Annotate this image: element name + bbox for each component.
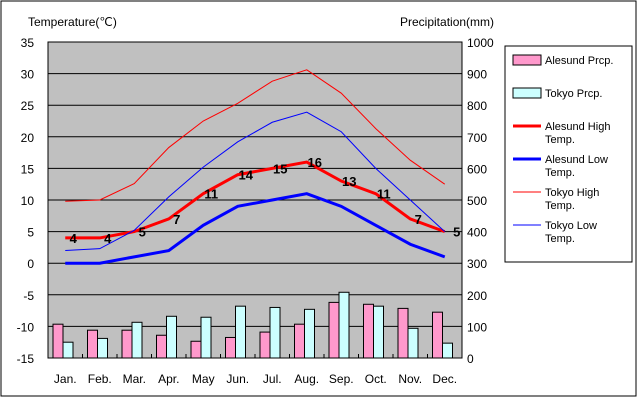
precip-bar-1	[338, 291, 350, 359]
right-tick-label: 100	[467, 320, 487, 334]
data-label: 7	[415, 212, 422, 227]
data-label: 15	[273, 161, 287, 176]
temp-line-0	[65, 160, 446, 240]
precip-bar-0	[52, 323, 64, 359]
legend-label: Temp.	[545, 134, 575, 146]
precip-bar-0	[156, 334, 167, 359]
precip-bar-0	[432, 311, 443, 359]
legend-swatch	[512, 54, 542, 66]
right-tick-label: 800	[467, 99, 487, 113]
right-tick-label: 500	[467, 194, 487, 208]
month-label: Oct.	[365, 372, 387, 386]
right-tick-label: 900	[467, 68, 487, 82]
temp-line-1	[65, 192, 446, 265]
left-tick-label: 30	[21, 68, 35, 82]
precip-bar-0	[328, 301, 340, 359]
data-label: 14	[239, 168, 254, 183]
precip-bar-1	[407, 327, 419, 359]
month-label: Feb.	[88, 372, 112, 386]
data-label: 4	[70, 231, 78, 246]
legend-label: Alesund High	[545, 121, 610, 133]
right-tick-label: 0	[467, 352, 474, 366]
data-label: 7	[173, 212, 180, 227]
month-label: Apr.	[158, 372, 179, 386]
legend-label: Temp.	[545, 200, 575, 212]
legend-label: Tokyo Low	[545, 220, 597, 232]
right-tick-label: 1000	[467, 36, 494, 50]
legend-swatch	[512, 87, 542, 99]
right-tick-label: 700	[467, 131, 487, 145]
precip-bar-1	[269, 306, 281, 359]
precip-bar-1	[200, 316, 212, 359]
right-tick-label: 400	[467, 226, 487, 240]
month-label: Jul.	[263, 372, 282, 386]
left-tick-label: 0	[27, 257, 34, 271]
temp-line-2	[65, 69, 446, 202]
precip-bar-0	[190, 340, 202, 359]
left-tick-label: 25	[21, 99, 35, 113]
legend-label: Tokyo High	[545, 187, 599, 199]
data-label: 4	[104, 231, 112, 246]
data-label: 5	[453, 225, 460, 240]
month-label: Nov.	[398, 372, 422, 386]
precip-bar-1	[235, 305, 246, 359]
data-label: 5	[139, 225, 146, 240]
precip-bar-0	[121, 329, 133, 359]
precip-bar-1	[304, 308, 315, 359]
legend-label: Temp.	[545, 167, 575, 179]
precip-bar-1	[442, 342, 453, 359]
precip-bar-0	[397, 307, 409, 359]
right-tick-label: 200	[467, 289, 487, 303]
legend-label: Alesund Low	[545, 154, 608, 166]
left-tick-label: 15	[21, 162, 35, 176]
precip-bar-1	[97, 337, 108, 359]
precip-bar-0	[363, 303, 374, 359]
right-axis-title: Precipitation(mm)	[400, 15, 494, 29]
precip-bar-1	[62, 341, 74, 359]
legend-label: Tokyo Prcp.	[545, 88, 602, 100]
left-tick-label: 5	[27, 226, 34, 240]
month-label: Mar.	[123, 372, 146, 386]
left-tick-label: 20	[21, 131, 35, 145]
data-label: 11	[377, 187, 391, 202]
month-label: May	[192, 372, 215, 386]
data-label: 11	[204, 187, 218, 202]
left-tick-label: -15	[17, 352, 35, 366]
left-axis-title: Temperature(℃)	[28, 15, 117, 29]
precip-bar-0	[87, 329, 98, 359]
right-tick-label: 300	[467, 257, 487, 271]
data-label: 16	[308, 155, 322, 170]
month-label: Dec.	[432, 372, 457, 386]
legend	[504, 45, 633, 263]
month-label: Aug.	[294, 372, 319, 386]
left-tick-label: 35	[21, 36, 35, 50]
month-label: Sep.	[329, 372, 354, 386]
precip-bar-0	[225, 336, 236, 359]
right-tick-label: 600	[467, 162, 487, 176]
month-label: Jan.	[54, 372, 77, 386]
legend-label: Temp.	[545, 233, 575, 245]
left-tick-label: -5	[23, 289, 34, 303]
precip-bar-0	[259, 331, 271, 359]
precip-bar-1	[373, 305, 384, 359]
precip-bar-1	[131, 321, 143, 359]
precip-bar-1	[166, 315, 177, 359]
temp-line-3	[65, 111, 446, 252]
legend-label: Alesund Prcp.	[545, 55, 613, 67]
left-tick-label: 10	[21, 194, 35, 208]
precip-bar-0	[294, 323, 305, 359]
data-label: 13	[342, 174, 356, 189]
month-label: Jun.	[226, 372, 249, 386]
left-tick-label: -10	[17, 320, 35, 334]
